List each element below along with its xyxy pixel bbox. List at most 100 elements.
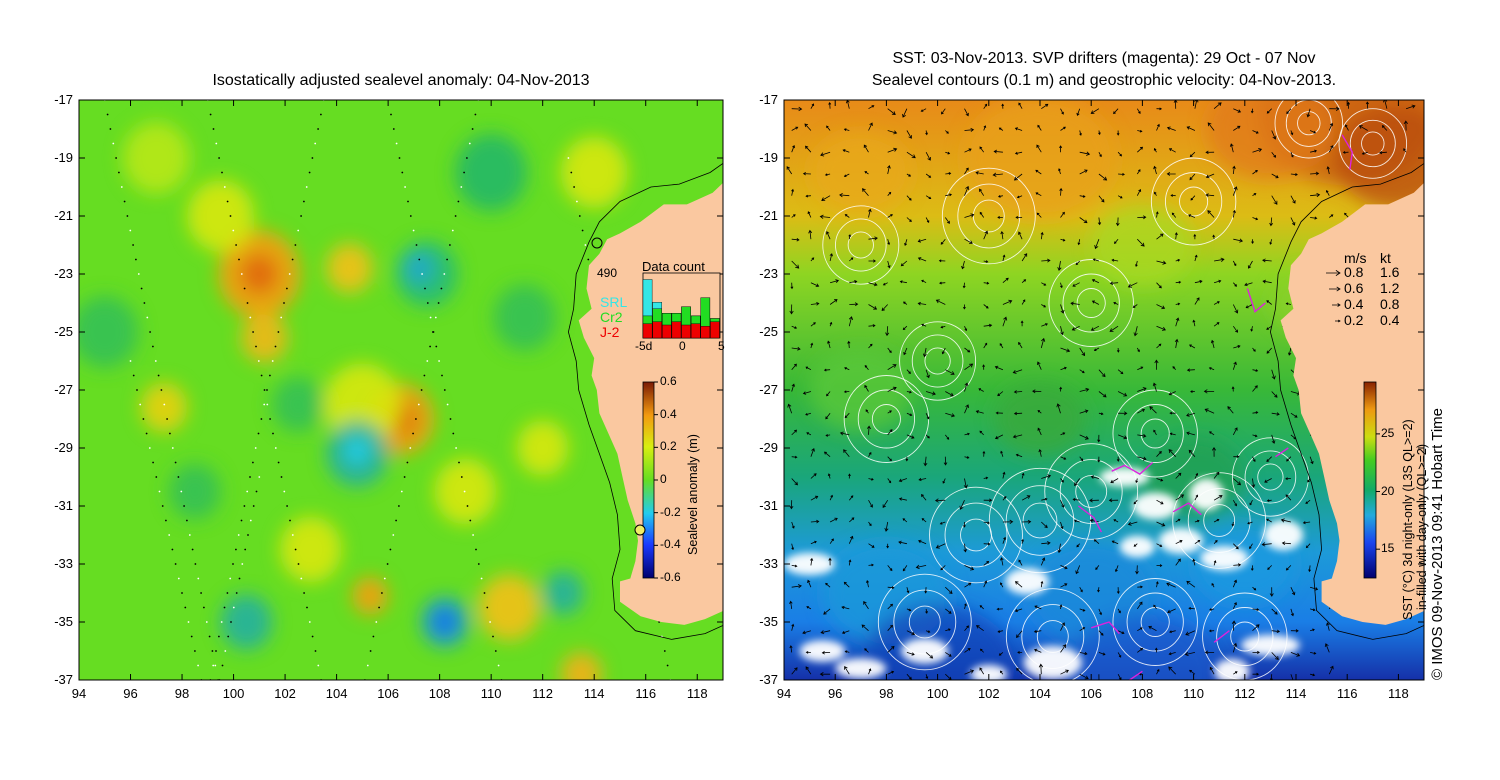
velocity-arrow: [902, 325, 908, 330]
velocity-arrow: [791, 126, 799, 131]
velocity-arrow: [843, 581, 850, 588]
velocity-arrow: [898, 478, 908, 483]
velocity-legend-kt-value: 0.8: [1380, 296, 1400, 312]
sla-colorbar-ticks: [654, 381, 658, 579]
velocity-arrow: [1252, 672, 1260, 676]
velocity-arrow: [1156, 123, 1160, 131]
velocity-arrow: [1184, 651, 1195, 657]
velocity-arrow: [924, 587, 928, 594]
velocity-arrow: [827, 340, 831, 349]
altimeter-dot: [438, 360, 440, 362]
velocity-arrow: [1072, 282, 1080, 287]
velocity-arrow: [902, 108, 908, 118]
velocity-arrow: [1188, 449, 1196, 457]
altimeter-dot: [392, 534, 395, 536]
altimeter-dot: [446, 403, 449, 406]
velocity-arrow: [806, 606, 812, 610]
velocity-arrow: [1250, 565, 1254, 571]
velocity-legend-ms-value: 0.8: [1344, 264, 1364, 280]
velocity-arrow: [868, 282, 878, 287]
velocity-arrow: [1285, 302, 1291, 306]
velocity-arrow: [922, 347, 927, 358]
velocity-arrow: [829, 494, 833, 501]
velocity-arrow: [1233, 125, 1241, 131]
velocity-arrow: [791, 478, 799, 486]
sla-colorbar-tick-label: -0.6: [660, 570, 681, 584]
velocity-arrow: [1266, 518, 1272, 523]
data-count-x-label: 0: [679, 339, 686, 353]
sst-blob: [1091, 204, 1194, 286]
velocity-arrow: [1154, 191, 1157, 196]
velocity-arrow: [1014, 581, 1023, 588]
velocity-arrow: [1153, 165, 1157, 175]
velocity-arrow: [1156, 304, 1166, 310]
station-marker: [591, 237, 603, 249]
velocity-arrow: [906, 608, 912, 612]
velocity-arrow: [825, 433, 831, 437]
altimeter-dot: [257, 432, 260, 435]
velocity-arrow: [1060, 211, 1065, 218]
sealevel-contour: [822, 205, 900, 285]
altimeter-dot: [187, 621, 190, 623]
velocity-arrow: [1185, 630, 1196, 636]
altimeter-dot: [466, 157, 468, 159]
velocity-arrow: [1281, 541, 1291, 546]
velocity-arrow: [963, 478, 968, 489]
velocity-arrow: [1089, 518, 1099, 523]
data-count-legend-srl: SRL: [600, 294, 628, 310]
velocity-arrow: [964, 647, 971, 653]
right-y-tick-label: -25: [759, 324, 778, 339]
velocity-arrow: [868, 343, 873, 349]
altimeter-dot: [209, 113, 212, 116]
altimeter-dot: [486, 606, 489, 609]
altimeter-dot: [317, 664, 320, 667]
altimeter-dot: [214, 664, 217, 667]
velocity-legend-arrow: [1335, 319, 1341, 323]
velocity-arrow: [964, 432, 970, 436]
velocity-arrow: [1021, 472, 1025, 479]
velocity-arrow: [819, 214, 831, 219]
velocity-arrow: [906, 390, 912, 394]
altimeter-dot: [369, 650, 372, 652]
velocity-arrow: [847, 340, 851, 349]
velocity-arrow: [1310, 673, 1316, 677]
altimeter-dot: [386, 563, 389, 565]
velocity-arrow: [1098, 369, 1106, 378]
velocity-arrow: [925, 391, 936, 396]
right-x-tick-label: 114: [1285, 686, 1307, 701]
altimeter-dot: [215, 142, 218, 145]
sealevel-contour: [1005, 588, 1100, 680]
altimeter-dot: [171, 548, 174, 551]
velocity-arrow: [1091, 279, 1100, 284]
velocity-arrow: [1016, 195, 1023, 199]
sealevel-contour: [1216, 607, 1274, 666]
velocity-arrow: [1186, 431, 1196, 436]
velocity-arrow: [1013, 390, 1023, 394]
velocity-arrow: [1252, 130, 1259, 134]
velocity-arrow: [1213, 495, 1223, 501]
velocity-arrow: [819, 672, 831, 677]
velocity-arrow: [825, 412, 831, 420]
velocity-arrow: [887, 239, 891, 246]
velocity-arrow: [925, 369, 930, 379]
velocity-arrow: [1079, 387, 1090, 392]
velocity-arrow: [945, 130, 949, 134]
velocity-arrow: [925, 413, 930, 420]
velocity-arrow: [1383, 100, 1388, 109]
velocity-arrow: [1232, 304, 1239, 314]
velocity-arrow: [1090, 108, 1100, 114]
velocity-arrow: [983, 125, 987, 131]
velocity-arrow: [945, 369, 955, 375]
altimeter-dot: [406, 461, 409, 464]
velocity-arrow: [1169, 630, 1176, 634]
velocity-arrow: [906, 195, 912, 201]
altimeter-dot: [240, 273, 243, 275]
velocity-arrow: [906, 434, 915, 439]
sealevel-contour: [908, 605, 941, 639]
velocity-arrow: [1012, 434, 1023, 439]
velocity-arrow: [921, 494, 927, 501]
velocity-arrow: [1310, 216, 1318, 220]
velocity-arrow: [1266, 499, 1272, 502]
sst-blob: [809, 131, 912, 214]
data-count-legend-cr2: Cr2: [600, 309, 623, 325]
